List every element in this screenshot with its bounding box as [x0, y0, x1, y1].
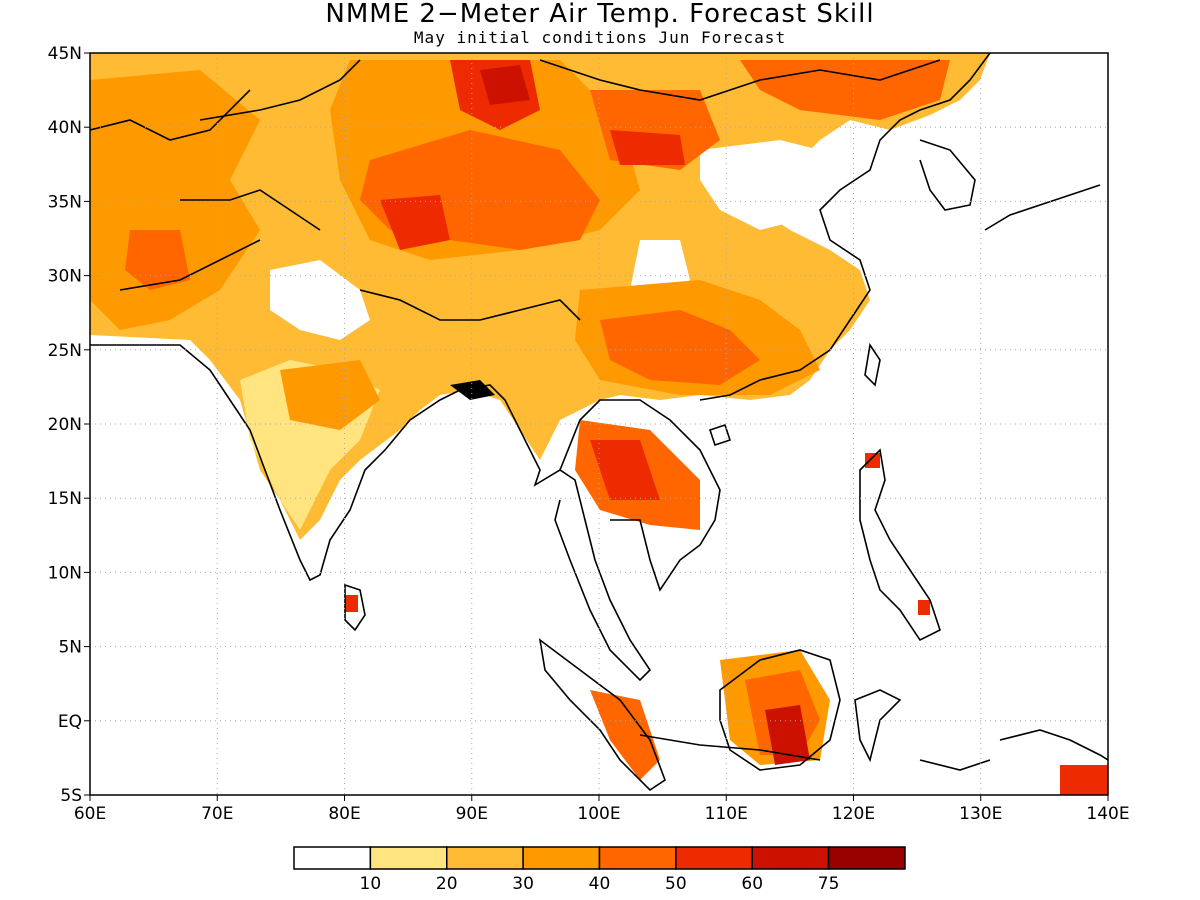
x-tick-label: 100E [577, 804, 620, 824]
legend-label: 60 [741, 874, 763, 894]
y-tick-label: 30N [48, 267, 82, 287]
skill-region-darkred-6 [480, 65, 530, 105]
skill-region-darkred-4 [590, 440, 660, 500]
legend-swatch [675, 846, 753, 870]
gridlines [90, 53, 1108, 795]
legend-label: 30 [512, 874, 534, 894]
x-tick-label: 120E [832, 804, 875, 824]
x-tick-label: 90E [456, 804, 488, 824]
skill-region-red-7 [590, 690, 660, 780]
y-tick-label: 35N [48, 192, 82, 212]
skill-region-orange-5 [280, 360, 380, 430]
legend-swatch [522, 846, 601, 870]
chart-subtitle: May initial conditions Jun Forecast [413, 28, 787, 47]
legend-label: 50 [665, 874, 687, 894]
legend-label: 75 [818, 874, 840, 894]
x-tick-label: 130E [959, 804, 1002, 824]
skill-region-darkred-9 [865, 453, 880, 468]
y-tick-label: 25N [48, 341, 82, 361]
x-tick-label: 60E [74, 804, 106, 824]
legend-label: 40 [589, 874, 611, 894]
x-tick-label: 80E [328, 804, 360, 824]
y-tick-label: 45N [48, 44, 82, 64]
legend-swatch [598, 846, 677, 870]
skill-region-india-white [270, 260, 370, 340]
skill-region-red-5 [600, 310, 760, 385]
skill-region-darkred-2 [380, 195, 450, 250]
legend-swatch [827, 846, 906, 870]
color-legend: 10 20 30 40 50 60 75 [293, 846, 906, 894]
legend-label: 10 [360, 874, 382, 894]
y-tick-label: 20N [48, 415, 82, 435]
y-axis-ticks: 5S EQ 5N 10N 15N 20N 25N 30N 35N 40N 45N [48, 44, 90, 806]
coast-detail [450, 380, 495, 400]
legend-label: 20 [436, 874, 458, 894]
x-tick-label: 70E [201, 804, 233, 824]
skill-region-east-china-white [700, 140, 830, 230]
skill-region-darkred-8 [345, 595, 358, 612]
legend-swatch [446, 846, 524, 870]
x-tick-label: 110E [705, 804, 748, 824]
legend-swatch [751, 846, 830, 870]
skill-region-darkred-5 [765, 705, 810, 765]
y-tick-label: 10N [48, 563, 82, 583]
y-tick-label: 5S [60, 786, 82, 806]
coastlines [90, 53, 1108, 792]
x-tick-label: 140E [1086, 804, 1129, 824]
legend-swatch [293, 846, 372, 870]
y-tick-label: EQ [58, 712, 82, 732]
y-tick-label: 40N [48, 118, 82, 138]
legend-swatch [369, 846, 448, 870]
skill-region-darkred-7 [1060, 765, 1108, 795]
y-tick-label: 5N [58, 638, 82, 658]
skill-region-darkred-3 [610, 130, 685, 165]
y-tick-label: 15N [48, 489, 82, 509]
x-axis-ticks: 60E 70E 80E 90E 100E 110E 120E 130E 140E [74, 795, 1130, 824]
skill-region-red-8 [125, 230, 190, 290]
skill-region-darkred-10 [918, 600, 930, 615]
chart-title: NMME 2−Meter Air Temp. Forecast Skill [325, 0, 875, 29]
